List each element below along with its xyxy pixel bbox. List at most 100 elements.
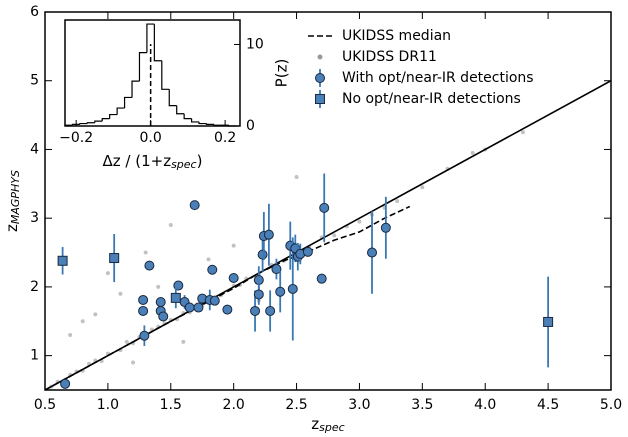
histogram-step xyxy=(205,123,214,125)
x-label-tail: ) xyxy=(197,152,203,170)
point xyxy=(93,312,98,317)
x-tick-label: 3.5 xyxy=(411,397,433,413)
point xyxy=(143,250,148,255)
point xyxy=(57,255,68,266)
histogram-step xyxy=(94,120,103,123)
x-tick-label: 1.0 xyxy=(97,397,119,413)
x-tick-label: 2.5 xyxy=(285,397,307,413)
legend-swatch xyxy=(315,73,325,83)
point xyxy=(228,272,239,283)
histogram-step xyxy=(116,107,125,115)
point xyxy=(124,339,129,344)
point xyxy=(139,330,150,341)
point xyxy=(470,150,475,155)
histogram-step xyxy=(146,23,155,53)
x-tick-label: 5.0 xyxy=(600,397,622,413)
y-label-main: z xyxy=(3,224,21,232)
point xyxy=(367,247,378,258)
point xyxy=(257,249,268,260)
legend-label: UKIDSS DR11 xyxy=(342,49,437,65)
histogram-step xyxy=(138,52,147,82)
point xyxy=(209,295,220,306)
histogram-step xyxy=(153,24,162,62)
x-tick-label: 0.5 xyxy=(34,397,56,413)
x-label-sub: spec xyxy=(171,158,197,171)
histogram-step xyxy=(176,105,185,115)
point xyxy=(319,202,330,213)
histogram-step xyxy=(123,96,133,109)
x-tick-label: 0.0 xyxy=(140,130,162,146)
inset-x-label: Δz / (1+zspec) xyxy=(103,152,203,172)
point xyxy=(138,305,149,316)
point xyxy=(316,273,327,284)
point xyxy=(68,333,73,338)
legend-swatch xyxy=(315,94,325,104)
point xyxy=(131,360,136,365)
histogram-step xyxy=(228,125,237,127)
point xyxy=(231,243,236,248)
histogram-step xyxy=(64,124,73,126)
x-label-main: Δz / (1+z xyxy=(103,152,172,170)
histogram-step xyxy=(213,124,222,126)
point xyxy=(168,223,173,228)
point xyxy=(207,264,218,275)
point xyxy=(158,311,169,322)
line xyxy=(45,80,611,390)
y-tick-label: 6 xyxy=(30,4,39,20)
point xyxy=(520,130,525,135)
point xyxy=(380,222,391,233)
histogram-step xyxy=(161,60,170,90)
y-tick-label: 1 xyxy=(30,348,39,364)
histogram-step xyxy=(190,118,200,123)
histogram-step xyxy=(71,123,80,126)
point xyxy=(118,291,123,296)
point xyxy=(184,302,195,313)
point xyxy=(263,229,274,240)
y-tick-label: 2 xyxy=(30,279,39,295)
plot-frame xyxy=(44,11,612,391)
histogram-step xyxy=(131,80,140,98)
line xyxy=(45,205,411,390)
point xyxy=(250,305,261,316)
point xyxy=(253,289,264,300)
x-tick-label: 3.0 xyxy=(348,397,370,413)
x-tick-label: 4.0 xyxy=(474,397,496,413)
histogram-step xyxy=(198,121,207,125)
histogram-step xyxy=(86,122,95,124)
point xyxy=(138,294,149,305)
inset-y-label: P(z) xyxy=(273,59,291,88)
point xyxy=(80,319,85,324)
histogram-step xyxy=(109,113,118,119)
y-tick-label: 3 xyxy=(30,210,39,226)
point xyxy=(105,271,110,276)
point xyxy=(332,233,337,238)
legend-label: No opt/near-IR detections xyxy=(342,91,521,107)
histogram-step xyxy=(101,118,110,122)
point xyxy=(287,283,298,294)
y-tick-label: 0 xyxy=(246,118,255,134)
point xyxy=(420,185,425,190)
x-tick-label: 0.2 xyxy=(214,130,236,146)
y-axis-label: zMAGPHYS xyxy=(3,170,23,232)
y-label-sub: MAGPHYS xyxy=(9,170,22,224)
y-tick-label: 5 xyxy=(30,73,39,89)
point xyxy=(155,297,166,308)
y-tick-label: 4 xyxy=(30,141,39,157)
point xyxy=(60,378,71,389)
legend-label: With opt/near-IR detections xyxy=(342,70,534,86)
point xyxy=(181,339,186,344)
inset-frame xyxy=(64,19,241,127)
plot-area xyxy=(45,80,611,390)
x-label-main: z xyxy=(311,415,319,433)
point xyxy=(395,199,400,203)
x-tick-label: 1.5 xyxy=(160,397,182,413)
point xyxy=(271,264,282,275)
point xyxy=(253,275,264,286)
histogram-step xyxy=(168,89,177,107)
point xyxy=(156,284,161,289)
point xyxy=(170,292,181,303)
x-tick-label: 2.0 xyxy=(223,397,245,413)
point xyxy=(144,260,155,271)
point xyxy=(206,257,211,262)
